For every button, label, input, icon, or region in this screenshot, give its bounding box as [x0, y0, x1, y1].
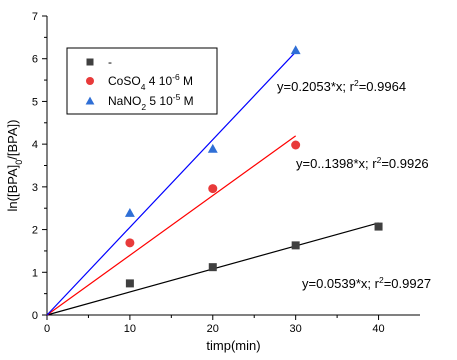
legend-marker-series-1: [86, 77, 94, 85]
y-axis-title: ln([BPA]0/[BPA]): [5, 120, 24, 212]
data-point-series-0: [291, 241, 300, 250]
fit-annotation-series-1: y=0..1398*x; r2=0.9926: [296, 155, 429, 171]
fit-annotation-series-2: y=0.2053*x; r2=0.9964: [277, 78, 406, 94]
y-tick-label: 0: [32, 310, 38, 322]
data-point-series-1: [291, 140, 301, 150]
y-tick-label: 4: [32, 139, 38, 151]
y-tick-label: 5: [32, 96, 38, 108]
y-tick-label: 7: [32, 11, 38, 23]
x-tick-label: 10: [124, 323, 136, 335]
x-tick-label: 30: [290, 323, 302, 335]
data-point-series-0: [208, 263, 217, 272]
fit-annotation-series-0: y=0.0539*x; r2=0.9927: [302, 275, 431, 291]
data-point-series-1: [125, 238, 135, 248]
data-point-series-0: [125, 279, 134, 288]
data-point-series-2: [124, 207, 135, 217]
data-point-series-0: [374, 222, 383, 231]
x-tick-label: 0: [44, 323, 50, 335]
legend-label-series-0: -: [108, 55, 112, 69]
data-point-series-1: [208, 184, 218, 194]
legend-marker-series-2: [85, 96, 95, 105]
legend-label-series-1: CoSO4 4 10-6 M: [108, 72, 193, 92]
x-tick-label: 40: [372, 323, 384, 335]
fit-line-series-2: [46, 51, 297, 316]
legend-label-series-2: NaNO2 5 10-5 M: [108, 92, 194, 112]
y-tick-label: 6: [32, 54, 38, 66]
fit-line-series-1: [46, 135, 297, 316]
x-axis-title: timp(min): [206, 338, 260, 353]
data-point-series-2: [290, 45, 301, 55]
y-tick-label: 2: [32, 225, 38, 237]
legend-marker-series-0: [86, 58, 94, 66]
y-tick-label: 1: [32, 267, 38, 279]
y-tick-label: 3: [32, 182, 38, 194]
x-tick-label: 20: [207, 323, 219, 335]
data-point-series-2: [207, 143, 218, 153]
